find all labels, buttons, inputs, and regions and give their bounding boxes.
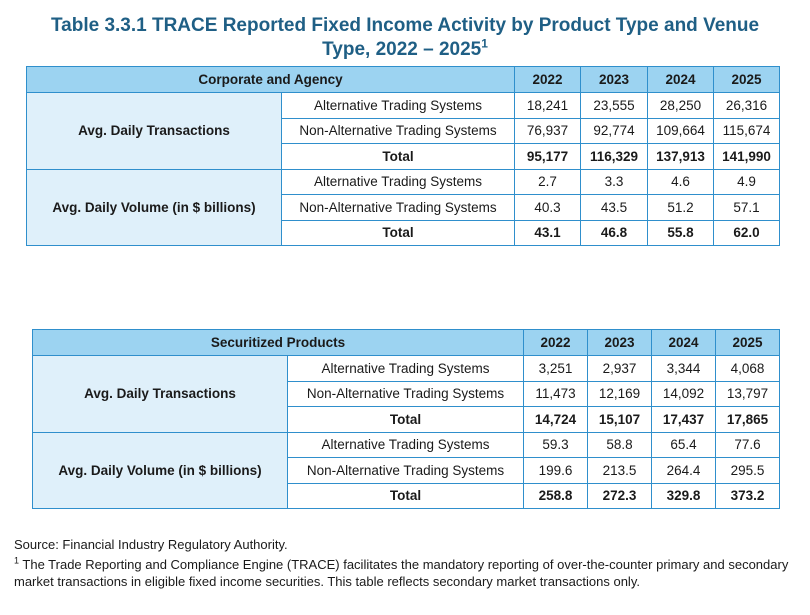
value-cell: 109,664 bbox=[647, 117, 714, 144]
table-row: Non-Alternative Trading Systems 76,937 92,… bbox=[27, 117, 780, 144]
total-value: 62.0 bbox=[713, 219, 780, 246]
year-header: 2024 bbox=[651, 329, 717, 356]
value-cell: 40.3 bbox=[514, 194, 581, 221]
value-cell: 115,674 bbox=[713, 117, 780, 144]
value-cell: 4.9 bbox=[713, 168, 780, 195]
value-cell: 76,937 bbox=[514, 117, 581, 144]
total-value: 55.8 bbox=[647, 219, 714, 246]
row-group-label: Avg. Daily Volume (in $ billions) bbox=[26, 168, 282, 246]
year-header: 2022 bbox=[514, 66, 581, 93]
year-header: 2024 bbox=[647, 66, 714, 93]
total-value: 95,177 bbox=[514, 143, 581, 170]
total-value: 137,913 bbox=[647, 143, 714, 170]
table-row: Non-Alternative Trading Systems 11,473 12,… bbox=[33, 380, 781, 407]
footnote-mark: 1 bbox=[14, 555, 20, 566]
value-cell: 57.1 bbox=[713, 194, 780, 221]
venue-label: Alternative Trading Systems bbox=[281, 92, 515, 119]
value-cell: 13,797 bbox=[715, 380, 781, 407]
header-row: Corporate and Agency 2022 2023 2024 2025 bbox=[26, 66, 780, 93]
value-cell: 65.4 bbox=[651, 431, 717, 458]
total-value: 272.3 bbox=[587, 482, 653, 509]
venue-label: Non-Alternative Trading Systems bbox=[281, 117, 515, 144]
year-header: 2023 bbox=[580, 66, 648, 93]
table-row: Total 258.8 272.3 329.8 373.2 bbox=[33, 482, 781, 509]
value-cell: 18,241 bbox=[514, 92, 581, 119]
venue-label: Non-Alternative Trading Systems bbox=[286, 457, 525, 484]
value-cell: 3,251 bbox=[523, 355, 589, 382]
value-cell: 11,473 bbox=[523, 380, 589, 407]
total-label: Total bbox=[281, 143, 515, 170]
venue-label: Alternative Trading Systems bbox=[281, 168, 515, 195]
value-cell: 26,316 bbox=[713, 92, 780, 119]
value-cell: 43.5 bbox=[580, 194, 648, 221]
total-value: 17,437 bbox=[651, 406, 717, 433]
page-title: Table 3.3.1 TRACE Reported Fixed Income … bbox=[30, 14, 780, 62]
total-value: 17,865 bbox=[715, 406, 781, 433]
section-header: Securitized Products bbox=[31, 329, 525, 356]
total-value: 329.8 bbox=[651, 482, 717, 509]
row-group-label: Avg. Daily Transactions bbox=[32, 355, 288, 433]
venue-label: Non-Alternative Trading Systems bbox=[286, 380, 525, 407]
row-group-label: Avg. Daily Volume (in $ billions) bbox=[32, 431, 288, 509]
table-row: Non-Alternative Trading Systems 40.3 43.5 5… bbox=[27, 194, 780, 221]
year-header: 2025 bbox=[715, 329, 781, 356]
total-value: 258.8 bbox=[523, 482, 589, 509]
footnote: 1 The Trade Reporting and Compliance Eng… bbox=[14, 556, 804, 590]
value-cell: 2.7 bbox=[514, 168, 581, 195]
footnote-text: The Trade Reporting and Compliance Engin… bbox=[14, 557, 789, 589]
total-value: 141,990 bbox=[713, 143, 780, 170]
corporate-agency-table: Corporate and Agency 2022 2023 2024 2025 Avg.… bbox=[26, 66, 780, 246]
value-cell: 199.6 bbox=[523, 457, 589, 484]
value-cell: 59.3 bbox=[523, 431, 589, 458]
value-cell: 23,555 bbox=[580, 92, 648, 119]
table-row: Total 43.1 46.8 55.8 62.0 bbox=[27, 219, 780, 246]
table-row: Total 95,177 116,329 137,913 141,990 bbox=[27, 143, 780, 170]
value-cell: 213.5 bbox=[587, 457, 653, 484]
table-row: Avg. Daily Volume (in $ billions) Alterna… bbox=[26, 168, 780, 246]
venue-label: Alternative Trading Systems bbox=[286, 355, 525, 382]
venue-label: Alternative Trading Systems bbox=[286, 431, 525, 458]
total-label: Total bbox=[281, 219, 515, 246]
header-row: Securitized Products 2022 2023 2024 2025 bbox=[31, 329, 781, 356]
value-cell: 12,169 bbox=[587, 380, 653, 407]
value-cell: 28,250 bbox=[647, 92, 714, 119]
year-header: 2022 bbox=[523, 329, 589, 356]
table-row: Avg. Daily Volume (in $ billions) Alterna… bbox=[32, 431, 781, 509]
value-cell: 77.6 bbox=[715, 431, 781, 458]
total-value: 373.2 bbox=[715, 482, 781, 509]
value-cell: 4.6 bbox=[647, 168, 714, 195]
value-cell: 14,092 bbox=[651, 380, 717, 407]
value-cell: 4,068 bbox=[715, 355, 781, 382]
source-note: Source: Financial Industry Regulatory Au… bbox=[14, 537, 288, 552]
value-cell: 58.8 bbox=[587, 431, 653, 458]
total-value: 14,724 bbox=[523, 406, 589, 433]
value-cell: 51.2 bbox=[647, 194, 714, 221]
total-label: Total bbox=[286, 482, 525, 509]
row-group-label: Avg. Daily Transactions bbox=[26, 92, 282, 170]
total-value: 116,329 bbox=[580, 143, 648, 170]
value-cell: 92,774 bbox=[580, 117, 648, 144]
venue-label: Non-Alternative Trading Systems bbox=[281, 194, 515, 221]
year-header: 2025 bbox=[713, 66, 780, 93]
value-cell: 3,344 bbox=[651, 355, 717, 382]
table-row: Avg. Daily Transactions Alternative Tradi… bbox=[26, 92, 780, 170]
total-value: 46.8 bbox=[580, 219, 648, 246]
section-header: Corporate and Agency bbox=[26, 66, 515, 93]
table-row: Total 14,724 15,107 17,437 17,865 bbox=[33, 406, 781, 433]
table-row: Avg. Daily Transactions Alternative Tradi… bbox=[32, 355, 781, 433]
value-cell: 3.3 bbox=[580, 168, 648, 195]
title-text: Table 3.3.1 TRACE Reported Fixed Income … bbox=[50, 15, 760, 60]
securitized-products-table: Securitized Products 2022 2023 2024 2025 Avg.… bbox=[31, 329, 781, 509]
total-value: 43.1 bbox=[514, 219, 581, 246]
year-header: 2023 bbox=[587, 329, 653, 356]
value-cell: 295.5 bbox=[715, 457, 781, 484]
title-footnote-mark: 1 bbox=[481, 36, 488, 51]
value-cell: 264.4 bbox=[651, 457, 717, 484]
total-label: Total bbox=[286, 406, 525, 433]
total-value: 15,107 bbox=[587, 406, 653, 433]
value-cell: 2,937 bbox=[587, 355, 653, 382]
